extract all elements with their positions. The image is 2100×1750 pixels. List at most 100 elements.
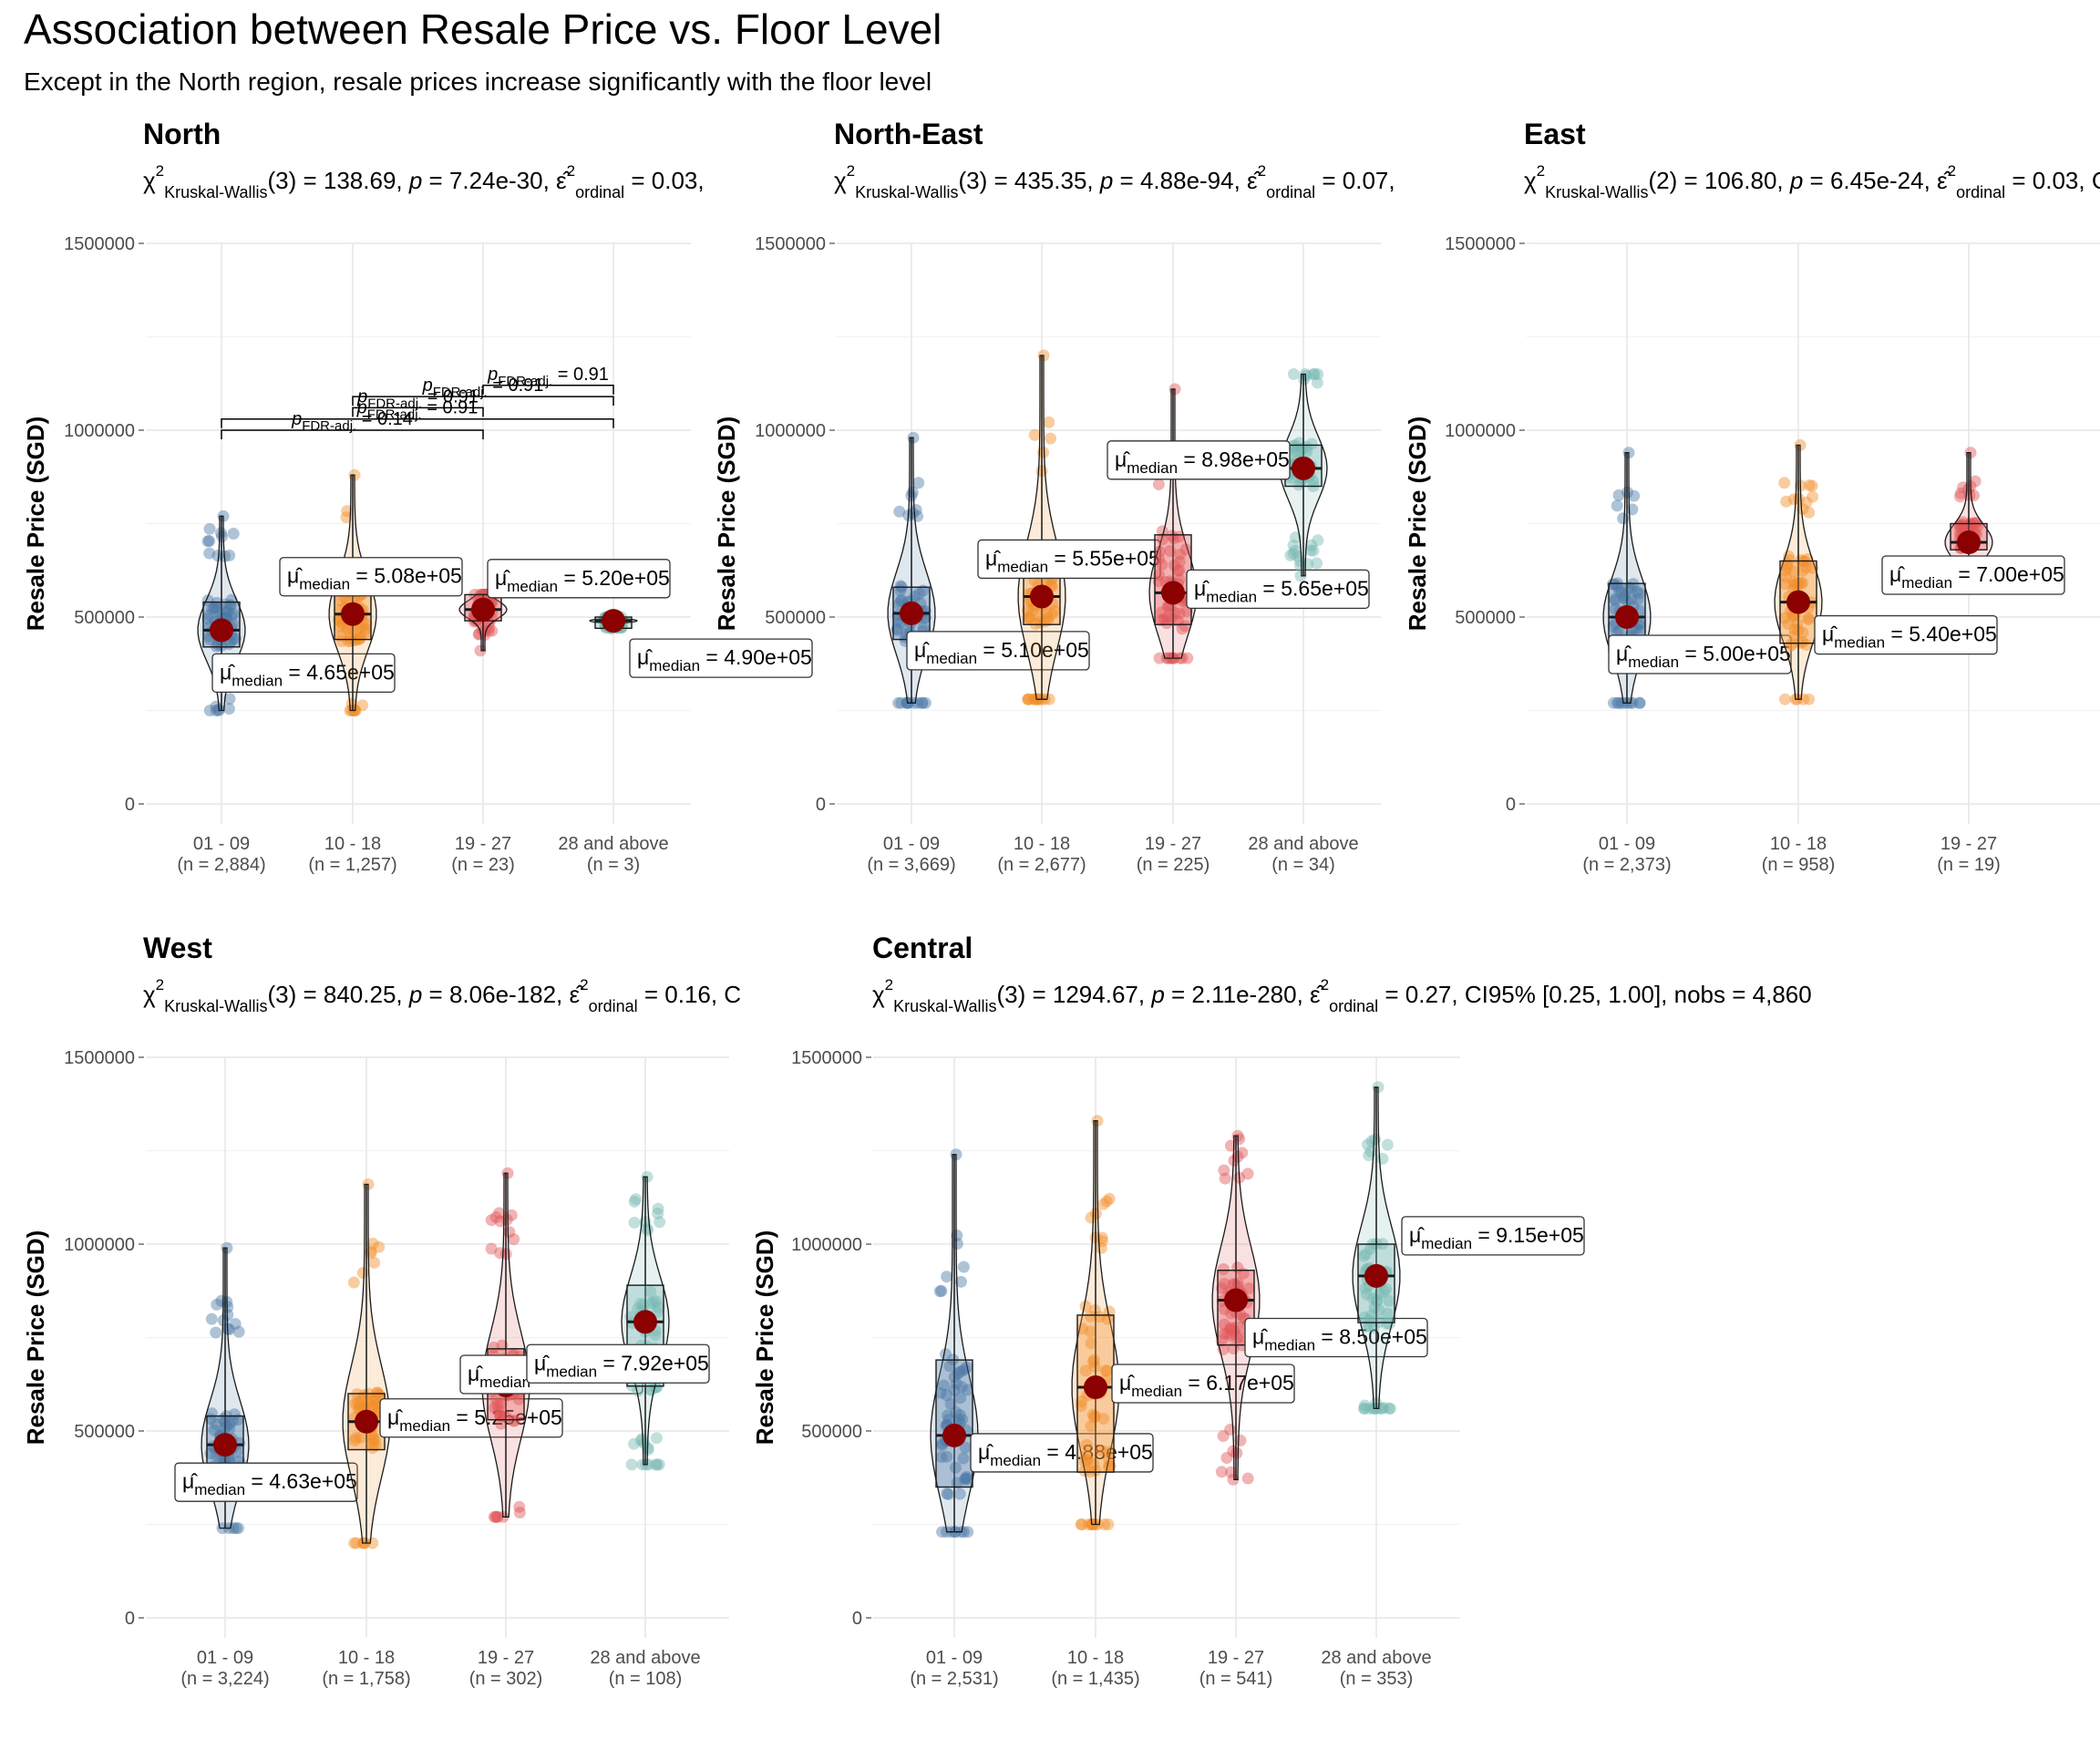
data-point	[227, 607, 240, 620]
data-point	[628, 1195, 641, 1208]
median-point	[900, 601, 923, 625]
data-point	[943, 1360, 956, 1373]
data-point	[211, 596, 223, 609]
data-point	[1041, 607, 1054, 620]
data-point	[1216, 1282, 1229, 1294]
data-point	[370, 1386, 383, 1399]
data-point	[1783, 554, 1796, 567]
category-group: μ̂median = 4.90e+05 28 and above(n = 3)	[558, 609, 813, 875]
data-point	[625, 1458, 638, 1471]
data-point	[1103, 1446, 1116, 1458]
x-tick-label: 28 and above	[590, 1648, 700, 1668]
data-point	[956, 1414, 969, 1426]
panel-stats: χ2Kruskal-Wallis(2) = 106.80, p = 6.45e-…	[1524, 162, 2100, 201]
data-point	[1289, 531, 1302, 544]
x-tick-label: 10 - 18	[338, 1648, 395, 1668]
data-point	[1633, 587, 1646, 600]
data-point	[1360, 1288, 1373, 1301]
data-point	[1103, 1192, 1116, 1205]
data-point	[1307, 475, 1320, 488]
data-point	[1778, 612, 1791, 624]
data-point	[210, 1326, 222, 1339]
data-point	[362, 1394, 375, 1406]
data-point	[221, 605, 233, 618]
data-point	[935, 1284, 948, 1297]
data-point	[919, 696, 932, 709]
median-label: μ̂median = 7.00e+05	[1889, 562, 2064, 592]
panel-title: North-East	[834, 118, 983, 150]
data-point	[488, 1341, 500, 1354]
n-label: (n = 541)	[1199, 1669, 1273, 1689]
data-point	[1611, 499, 1623, 512]
data-point	[1778, 477, 1791, 489]
data-point	[371, 1386, 384, 1399]
data-point	[1797, 693, 1810, 705]
data-point	[1778, 693, 1791, 705]
data-point	[1218, 1164, 1230, 1177]
data-point	[1803, 613, 1816, 626]
data-point	[949, 1461, 962, 1474]
data-point	[1075, 1395, 1087, 1408]
median-point	[1030, 584, 1054, 609]
data-point	[1953, 490, 1966, 503]
data-point	[352, 1395, 365, 1408]
data-point	[232, 1414, 244, 1426]
data-point	[201, 535, 214, 548]
data-point	[1363, 1149, 1375, 1162]
y-tick-label: 1500000	[64, 234, 135, 254]
x-tick-label: 10 - 18	[1770, 834, 1827, 854]
y-tick-label: 0	[125, 1609, 135, 1629]
data-point	[490, 1393, 503, 1405]
median-label: μ̂median = 5.08e+05	[287, 564, 462, 593]
data-point	[1360, 1248, 1373, 1261]
data-point	[1045, 608, 1058, 621]
data-point	[1606, 578, 1619, 591]
data-point	[1312, 534, 1324, 547]
median-label-box	[1107, 440, 1291, 480]
data-point	[367, 1394, 380, 1406]
data-point	[227, 528, 240, 540]
data-point	[1381, 1307, 1394, 1320]
median-label-box	[487, 559, 671, 599]
y-axis-label: Resale Price (SGD)	[713, 417, 740, 632]
data-point	[1632, 592, 1644, 605]
data-point	[1307, 544, 1320, 557]
category-group: μ̂median = 5.20e+05 19 - 27(n = 23)	[451, 559, 671, 875]
median-label-box	[279, 557, 463, 597]
data-point	[211, 550, 224, 562]
median-label-box	[1814, 614, 1998, 655]
data-point	[1803, 479, 1816, 492]
data-point	[491, 1510, 504, 1523]
data-point	[509, 1415, 521, 1427]
x-tick-label: 19 - 27	[1145, 834, 1201, 854]
data-point	[493, 1207, 506, 1220]
data-point	[203, 522, 216, 535]
data-point	[1241, 1472, 1254, 1485]
data-point	[369, 1439, 382, 1452]
panel-stats: χ2Kruskal-Wallis(3) = 840.25, p = 8.06e-…	[143, 976, 741, 1015]
data-point	[941, 1389, 953, 1402]
data-point	[960, 1472, 973, 1485]
data-point	[1311, 376, 1323, 389]
n-label: (n = 302)	[469, 1669, 543, 1689]
data-point	[1168, 559, 1180, 571]
data-point	[1305, 539, 1318, 551]
data-point	[492, 1404, 505, 1416]
median-label-box	[174, 1462, 358, 1502]
data-point	[630, 1193, 643, 1206]
data-point	[1024, 611, 1036, 623]
x-tick-label: 10 - 18	[324, 834, 381, 854]
data-point	[955, 1381, 968, 1394]
panel-north-east: North-East χ2Kruskal-Wallis(3) = 435.35, …	[713, 118, 1395, 875]
data-point	[1358, 1402, 1371, 1415]
box	[1154, 534, 1192, 625]
median-label-box	[1186, 569, 1370, 609]
data-point	[204, 1447, 217, 1460]
data-point	[489, 1510, 502, 1523]
data-point	[1218, 1318, 1230, 1331]
data-point	[340, 511, 353, 524]
data-point	[1289, 544, 1302, 557]
data-point	[1806, 479, 1818, 492]
data-point	[1168, 607, 1181, 620]
median-label-box	[1608, 634, 1792, 674]
